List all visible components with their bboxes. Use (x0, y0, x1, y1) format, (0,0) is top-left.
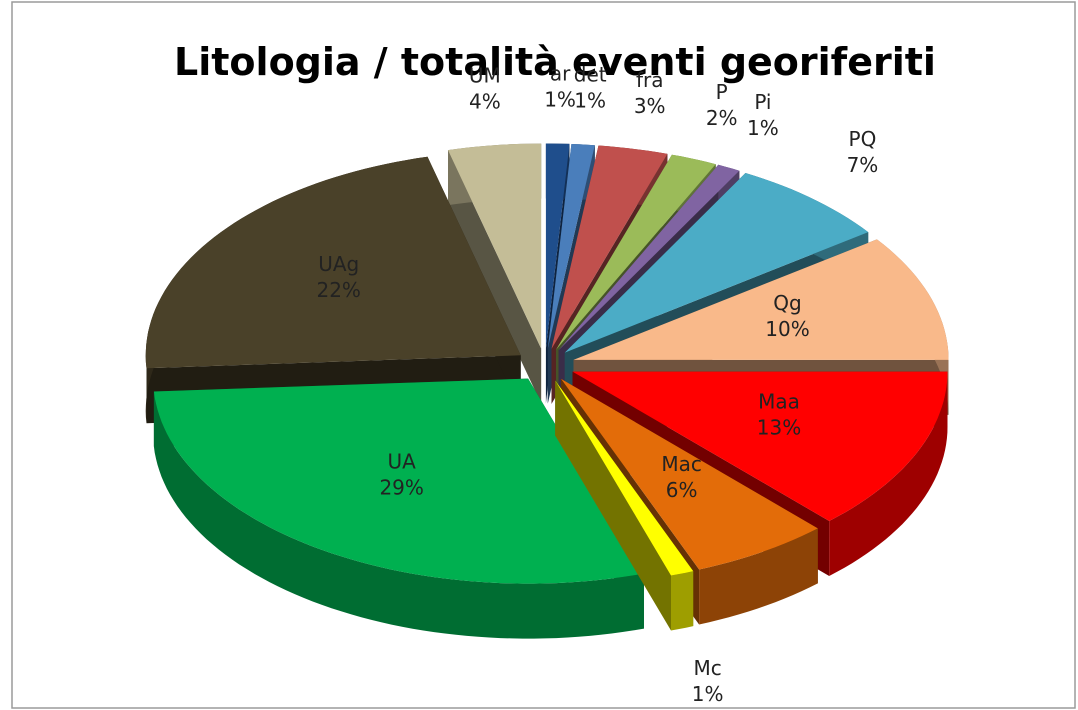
pie (145, 143, 949, 639)
slice-wall (448, 150, 542, 404)
slice-label-value: 13% (757, 415, 801, 439)
slice-label-name: Qg (773, 291, 801, 315)
slice (556, 154, 716, 350)
slice-label-value: 10% (765, 317, 809, 341)
slice-label-value: 1% (574, 89, 606, 113)
slice-label-name: ar (550, 62, 571, 86)
slice-label-name: Maa (758, 389, 800, 413)
slice-label-name: UA (388, 449, 417, 473)
slice-label-name: UM (469, 64, 501, 88)
slice-label-name: fra (636, 68, 664, 92)
slice-side (671, 571, 694, 631)
slice-side (699, 528, 818, 625)
slice (545, 143, 570, 349)
slice (448, 143, 542, 349)
slice-label-value: 4% (469, 90, 501, 114)
slice-side (153, 391, 644, 639)
slice (145, 156, 521, 369)
slice-label-value: 6% (666, 478, 698, 502)
slice-label-value: 3% (634, 94, 666, 118)
slice (564, 173, 869, 353)
slice-label-name: Mac (661, 452, 702, 476)
slice (551, 145, 668, 349)
slice (558, 164, 740, 351)
slice-label-value: 7% (847, 153, 879, 177)
slice-label-value: 2% (706, 106, 738, 130)
slice-label-name: UAg (318, 252, 359, 276)
slice (153, 378, 644, 584)
slice (561, 378, 818, 570)
slice (573, 239, 949, 360)
slice-label-name: PQ (849, 127, 877, 151)
slice-label-value: 1% (692, 682, 724, 706)
slice-label-name: det (574, 63, 607, 87)
slice-label-name: Pi (754, 90, 771, 114)
slice-label-value: 22% (316, 278, 360, 302)
slice-label-value: 29% (379, 475, 423, 499)
slice-label-value: 1% (544, 88, 576, 112)
slice-label-name: P (716, 80, 728, 104)
slice (547, 144, 595, 349)
slice (555, 380, 694, 576)
slice-side (829, 371, 948, 576)
slice (572, 371, 948, 521)
slice-label-name: Mc (693, 656, 721, 680)
slice-wall (555, 380, 671, 631)
chart-title: Litologia / totalità eventi georiferiti (174, 40, 936, 84)
slice-label-value: 1% (747, 116, 779, 140)
